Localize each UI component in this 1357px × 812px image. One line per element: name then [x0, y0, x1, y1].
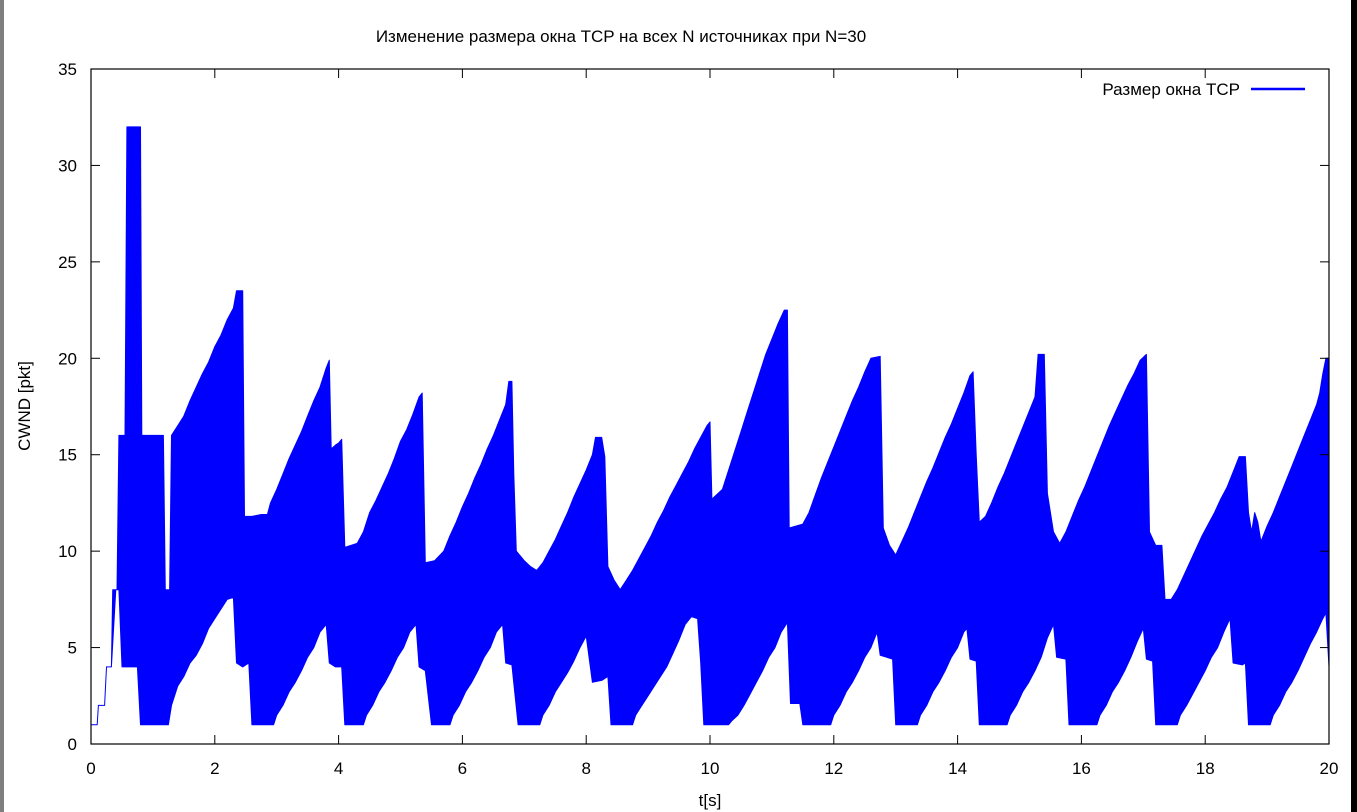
window-left-border — [0, 0, 4, 812]
y-tick-label-5: 25 — [58, 253, 77, 272]
y-tick-label-4: 20 — [58, 349, 77, 368]
x-tick-label-8: 16 — [1072, 759, 1091, 778]
y-tick-label-0: 0 — [68, 735, 77, 754]
y-tick-label-3: 15 — [58, 446, 77, 465]
x-axis-title: t[s] — [699, 791, 722, 810]
x-tick-label-9: 18 — [1196, 759, 1215, 778]
x-tick-label-7: 14 — [948, 759, 967, 778]
legend-label: Размер окна TCP — [1102, 80, 1240, 99]
x-tick-label-0: 0 — [86, 759, 95, 778]
x-tick-label-5: 10 — [701, 759, 720, 778]
y-tick-label-7: 35 — [58, 60, 77, 79]
series-tcp-window — [90, 126, 1330, 726]
x-tick-label-3: 6 — [458, 759, 467, 778]
x-tick-label-6: 12 — [824, 759, 843, 778]
y-tick-label-6: 30 — [58, 156, 77, 175]
x-tick-label-10: 20 — [1320, 759, 1339, 778]
x-tick-label-1: 2 — [210, 759, 219, 778]
y-tick-label-2: 10 — [58, 542, 77, 561]
x-tick-label-4: 8 — [581, 759, 590, 778]
series-layer — [90, 126, 1330, 726]
axis-ticks: 0 2 4 6 8 10 12 14 16 18 20 0 5 10 15 20 25 30 35 — [58, 60, 1338, 778]
y-axis-title: CWND [pkt] — [15, 361, 34, 451]
chart-title: Изменение размера окна TCP на всех N ист… — [376, 27, 866, 46]
legend: Размер окна TCP — [1102, 80, 1305, 99]
y-tick-label-1: 5 — [68, 639, 77, 658]
window-right-border — [1351, 0, 1357, 812]
x-tick-label-2: 4 — [334, 759, 343, 778]
